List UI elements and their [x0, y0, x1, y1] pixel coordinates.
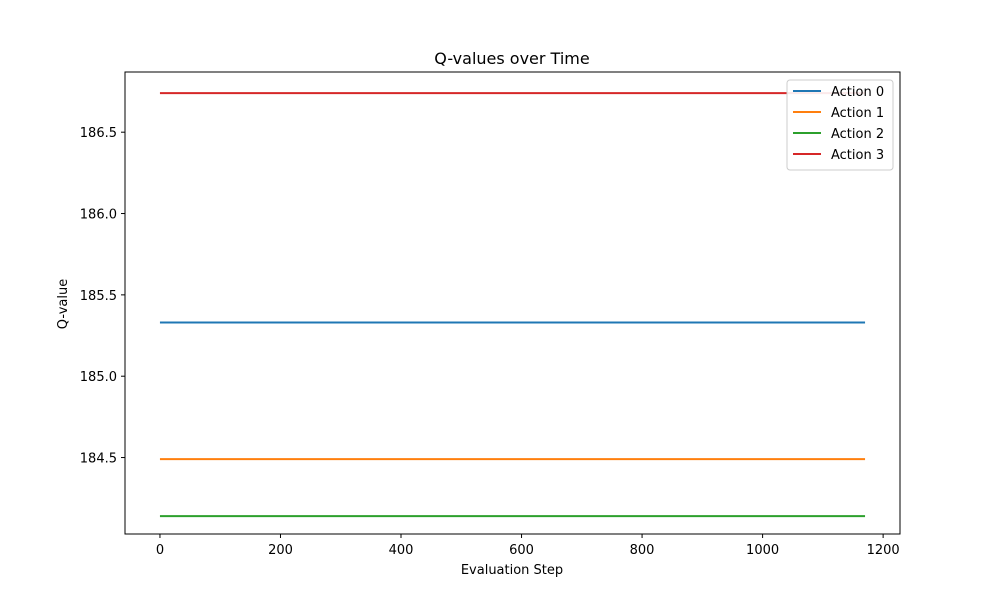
y-tick-label: 185.0 — [80, 370, 117, 385]
axes-frame — [124, 71, 901, 535]
legend-label: Action 2 — [831, 127, 884, 142]
y-axis-ticks: 184.5 185.0 185.5 186.0 186.5 — [80, 126, 125, 467]
chart-title: Q-values over Time — [434, 49, 589, 68]
y-axis-label: Q-value — [56, 279, 71, 329]
legend-label: Action 3 — [831, 148, 884, 163]
y-tick-label: 184.5 — [80, 452, 117, 467]
legend-label: Action 0 — [831, 85, 884, 100]
legend: Action 0 Action 1 Action 2 Action 3 — [786, 79, 894, 171]
x-tick-label: 0 — [156, 543, 164, 558]
x-tick-label: 400 — [389, 543, 414, 558]
legend-label: Action 1 — [831, 106, 884, 121]
legend-box — [786, 79, 894, 171]
x-axis-label: Evaluation Step — [461, 563, 563, 578]
x-tick-label: 600 — [509, 543, 534, 558]
y-tick-label: 185.5 — [80, 289, 117, 304]
x-tick-label: 1200 — [867, 543, 900, 558]
x-tick-label: 800 — [630, 543, 655, 558]
y-tick-label: 186.0 — [80, 208, 117, 223]
x-tick-label: 200 — [268, 543, 293, 558]
x-axis-ticks: 0 200 400 600 800 1000 1200 — [156, 534, 900, 558]
series-lines — [159, 92, 866, 518]
y-tick-label: 186.5 — [80, 126, 117, 141]
x-tick-label: 1000 — [746, 543, 779, 558]
